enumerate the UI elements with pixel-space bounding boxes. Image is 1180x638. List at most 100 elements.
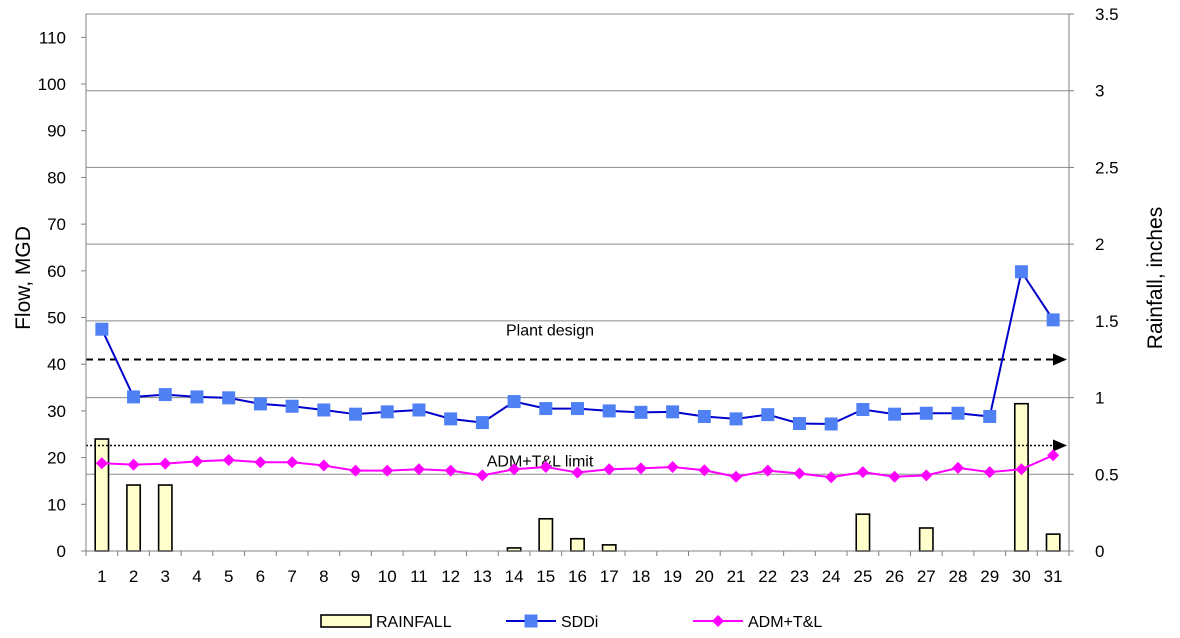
series-line: [100, 269, 1054, 425]
adm-tl-point: [254, 456, 267, 469]
adm-tl-point: [698, 464, 711, 477]
x-tick-label: 29: [980, 567, 999, 586]
sddi-point: [761, 408, 775, 422]
x-tick-label: 19: [663, 567, 682, 586]
sddi-point: [951, 406, 965, 420]
x-tick-label: 9: [351, 567, 360, 586]
adm-tl-point: [159, 457, 172, 470]
adm-tl-point: [349, 464, 362, 477]
sddi-point: [729, 412, 743, 426]
y-right-tick-label: 0.5: [1095, 465, 1119, 484]
x-tick-label: 26: [885, 567, 904, 586]
legend-swatch-sddi-marker: [524, 614, 538, 628]
sddi-point: [792, 417, 806, 431]
y-left-tick-label: 60: [47, 262, 66, 281]
rainfall-bar: [570, 537, 585, 552]
y-left-tick-label: 70: [47, 215, 66, 234]
adm-tl-point: [95, 457, 108, 470]
sddi-point: [317, 403, 331, 417]
sddi-point: [634, 405, 648, 419]
y-left-tick-label: 80: [47, 168, 66, 187]
y-right-tick-label: 2.5: [1095, 158, 1119, 177]
x-tick-label: 15: [536, 567, 555, 586]
sddi-point: [380, 405, 394, 419]
adm-tl-point: [730, 470, 743, 483]
x-tick-label: 23: [790, 567, 809, 586]
x-tick-label: 18: [631, 567, 650, 586]
adm-tl-point: [444, 464, 457, 477]
x-tick-label: 22: [758, 567, 777, 586]
adm-tl-point: [127, 458, 140, 471]
sddi-point: [95, 322, 109, 336]
x-tick-label: 21: [727, 567, 746, 586]
rainfall-bar: [601, 544, 617, 552]
adm-tl-point: [634, 462, 647, 475]
axes: [81, 13, 1074, 556]
y-right-tick-label: 3.5: [1095, 5, 1119, 24]
y-right-tick-label: 0: [1095, 542, 1104, 561]
legend-label-adm: ADM+T&L: [748, 614, 822, 631]
rainfall-bar: [855, 513, 871, 552]
rainfall-bar: [126, 484, 142, 552]
sddi-point: [888, 407, 902, 421]
sddi-point: [158, 388, 172, 402]
x-tick-label: 4: [192, 567, 201, 586]
sddi-point: [824, 417, 838, 431]
x-tick-label: 17: [600, 567, 619, 586]
y-right-tick-label: 2: [1095, 235, 1104, 254]
sddi-point: [856, 403, 870, 417]
sddi-point: [253, 397, 267, 411]
x-tick-label: 6: [256, 567, 265, 586]
legend-label-sddi: SDDi: [561, 614, 598, 631]
y-left-tick-label: 20: [47, 449, 66, 468]
y-left-tick-label: 110: [39, 28, 66, 47]
x-tick-label: 16: [568, 567, 587, 586]
y-left-tick-label: 100: [38, 75, 66, 94]
sddi-point: [222, 391, 236, 405]
sddi-point: [412, 403, 426, 417]
x-tick-label: 31: [1044, 567, 1063, 586]
x-tick-label: 25: [853, 567, 872, 586]
x-tick-label: 11: [410, 567, 428, 586]
adm-tl-point: [793, 467, 806, 480]
adm-tl-point: [286, 456, 299, 469]
sddi-point: [602, 404, 616, 418]
adm-tl-point: [571, 466, 584, 479]
sddi-point: [539, 402, 553, 416]
rainfall-bar: [157, 484, 173, 552]
y-axis-left-title: Flow, MGD: [12, 226, 35, 330]
adm-tl-point: [317, 459, 330, 472]
adm-tl-point: [761, 464, 774, 477]
adm-tl-point: [666, 460, 679, 473]
y-right-tick-label: 1.5: [1095, 312, 1119, 331]
adm-tl-point: [920, 469, 933, 482]
x-tick-label: 24: [822, 567, 841, 586]
sddi-point: [444, 412, 458, 426]
rainfall-bar: [1045, 533, 1061, 552]
adm-tl-point: [539, 460, 552, 473]
y-left-tick-label: 30: [47, 402, 66, 421]
sddi-point: [697, 410, 711, 424]
adm-tl-point: [825, 471, 838, 484]
sddi-point: [919, 406, 933, 420]
x-tick-label: 12: [441, 567, 460, 586]
legend-label-rainfall: RAINFALL: [376, 614, 452, 631]
rainfall-bar: [1013, 402, 1029, 552]
rainfall-bar: [918, 527, 934, 552]
x-tick-label: 7: [287, 567, 296, 586]
sddi-point: [285, 399, 299, 413]
reference-arrow: [1053, 439, 1067, 452]
sddi-point: [190, 390, 204, 404]
reference-arrow: [1053, 353, 1067, 366]
sddi-point: [1046, 313, 1060, 327]
adm-tl-point: [952, 461, 965, 474]
y-left-tick-label: 50: [47, 309, 66, 328]
adm-tl-point: [888, 470, 901, 483]
y-left-tick-label: 10: [47, 495, 66, 514]
adm-tl-point: [1047, 449, 1060, 462]
adm-tl-point: [381, 464, 394, 477]
sddi-point: [571, 402, 584, 416]
legend: RAINFALL SDDi ADM+T&L: [320, 614, 822, 631]
